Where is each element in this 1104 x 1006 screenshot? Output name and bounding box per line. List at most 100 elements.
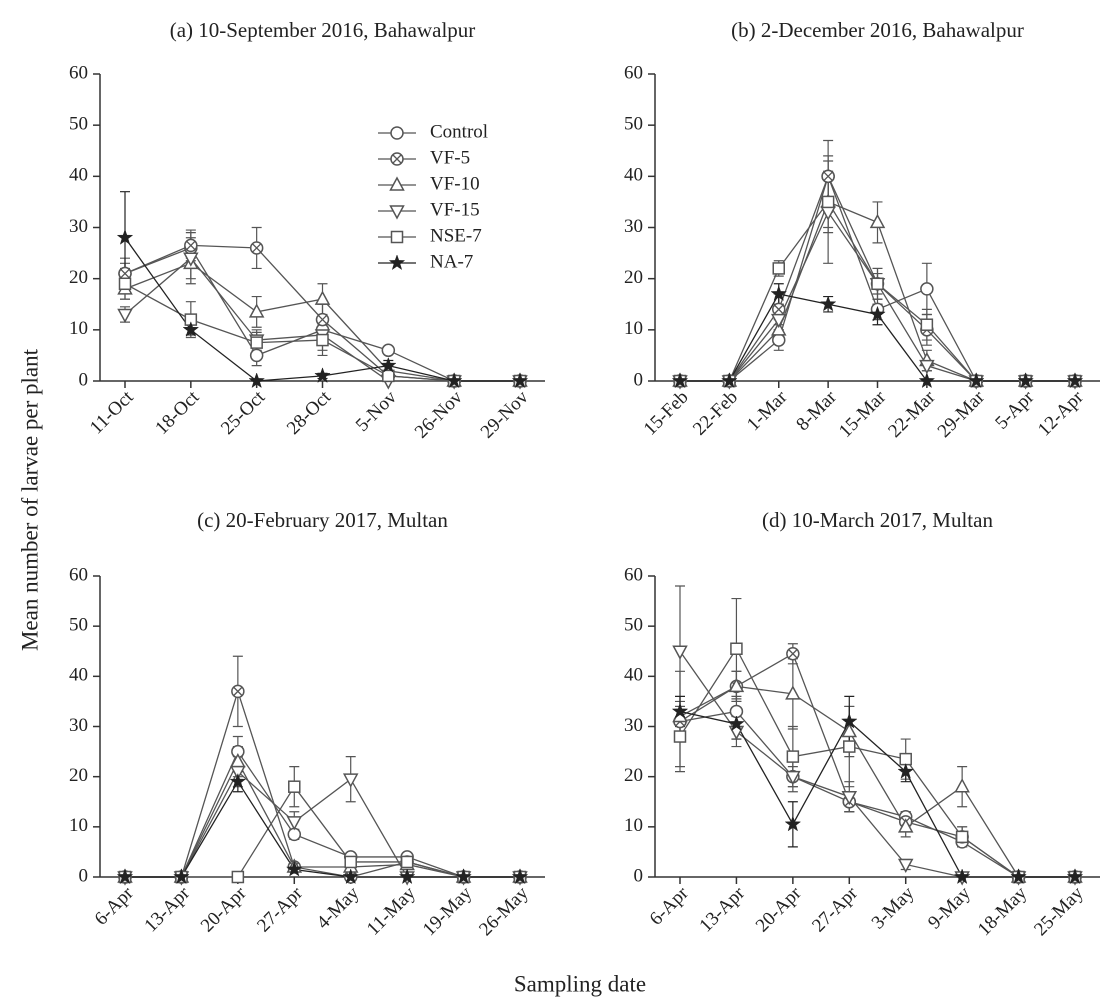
marker-cross — [120, 269, 130, 279]
series-line — [679, 710, 1075, 878]
marker-cross — [252, 243, 262, 253]
x-tick-label: 13-Apr — [140, 882, 194, 936]
data-point — [511, 868, 529, 885]
x-tick-label: 1-Mar — [743, 386, 792, 435]
data-point — [843, 740, 856, 753]
data-point — [672, 645, 688, 660]
data-point — [871, 277, 884, 291]
data-point — [249, 241, 264, 255]
data-point — [315, 312, 330, 327]
x-tick-label: 15-Mar — [835, 386, 891, 442]
data-point — [184, 238, 198, 253]
y-tick-label: 50 — [624, 615, 643, 636]
data-point — [785, 770, 801, 786]
data-point — [920, 318, 934, 331]
x-tick-label: 26-Nov — [411, 386, 467, 442]
x-axis-label: Sampling date — [514, 971, 646, 996]
y-tick-label: 0 — [79, 865, 89, 886]
data-point — [919, 359, 935, 375]
x-tick-label: 5-Apr — [991, 386, 1038, 433]
data-point — [248, 372, 266, 389]
y-tick-label: 10 — [624, 318, 643, 339]
data-point — [1066, 868, 1084, 885]
data-point — [342, 868, 360, 885]
data-point — [286, 816, 303, 831]
data-point — [897, 762, 915, 779]
y-tick-label: 30 — [69, 715, 88, 736]
data-point — [182, 321, 200, 337]
legend-marker — [390, 126, 404, 140]
y-tick-label: 10 — [69, 318, 88, 339]
legend-marker — [389, 205, 405, 220]
data-point — [117, 308, 133, 324]
y-tick-label: 30 — [624, 216, 643, 237]
x-tick-label: 22-Mar — [884, 386, 940, 442]
y-tick-label: 40 — [69, 665, 88, 686]
panel-title: (a) 10-September 2016, Bahawalpur — [170, 18, 476, 42]
legend-label: VF-15 — [430, 199, 480, 220]
y-tick-label: 50 — [624, 114, 643, 135]
y-tick-label: 60 — [69, 564, 88, 585]
y-tick-label: 10 — [624, 815, 643, 836]
data-point — [770, 321, 787, 336]
data-point — [730, 642, 743, 655]
marker-cross — [392, 154, 402, 164]
y-tick-label: 20 — [69, 267, 88, 288]
y-tick-label: 10 — [69, 815, 88, 836]
x-tick-label: 29-Mar — [934, 386, 990, 442]
series-line — [679, 710, 1075, 878]
data-point — [344, 855, 357, 869]
y-tick-label: 20 — [624, 267, 643, 288]
y-tick-label: 40 — [69, 165, 88, 186]
data-point — [1066, 372, 1084, 389]
data-point — [316, 333, 329, 347]
data-point — [770, 313, 787, 329]
x-tick-label: 20-Apr — [752, 882, 806, 936]
data-point — [918, 372, 936, 389]
series-line — [125, 689, 520, 878]
data-point — [400, 855, 414, 869]
data-point — [250, 336, 263, 349]
data-point — [841, 790, 858, 806]
data-point — [249, 348, 264, 363]
series-line — [679, 647, 1075, 878]
data-point — [869, 213, 886, 229]
x-tick-label: 28-Oct — [283, 386, 336, 439]
x-tick-label: 6-Apr — [91, 882, 138, 929]
data-point — [821, 195, 835, 209]
data-point — [231, 870, 245, 884]
y-tick-label: 40 — [624, 665, 643, 686]
y-tick-label: 60 — [624, 62, 643, 83]
series-line — [125, 785, 520, 878]
data-point — [819, 295, 837, 312]
x-tick-label: 3-May — [868, 882, 919, 933]
data-point — [1010, 868, 1027, 885]
data-point — [785, 685, 801, 700]
data-point — [897, 818, 914, 833]
data-point — [786, 750, 800, 763]
series-line — [125, 750, 520, 878]
data-point — [511, 372, 529, 389]
x-tick-label: 27-Apr — [253, 882, 307, 936]
data-point — [455, 868, 472, 885]
data-point — [116, 868, 134, 885]
panel-title: (d) 10-March 2017, Multan — [762, 508, 993, 532]
legend-marker — [390, 152, 404, 166]
data-point — [897, 858, 914, 874]
data-point — [173, 868, 190, 885]
data-point — [381, 343, 396, 358]
series-line — [679, 685, 1075, 878]
data-point — [118, 277, 132, 291]
x-tick-label: 18-May — [974, 882, 1032, 940]
marker-cross — [774, 304, 784, 314]
x-tick-label: 5-Nov — [352, 386, 402, 436]
x-tick-label: 27-Apr — [808, 882, 862, 936]
data-point — [728, 715, 745, 732]
x-tick-label: 29-Nov — [477, 386, 533, 442]
y-tick-label: 60 — [624, 564, 643, 585]
legend-label: NSE-7 — [430, 225, 482, 246]
x-tick-label: 6-Apr — [646, 882, 693, 929]
data-point — [967, 372, 985, 389]
data-point — [953, 868, 971, 885]
